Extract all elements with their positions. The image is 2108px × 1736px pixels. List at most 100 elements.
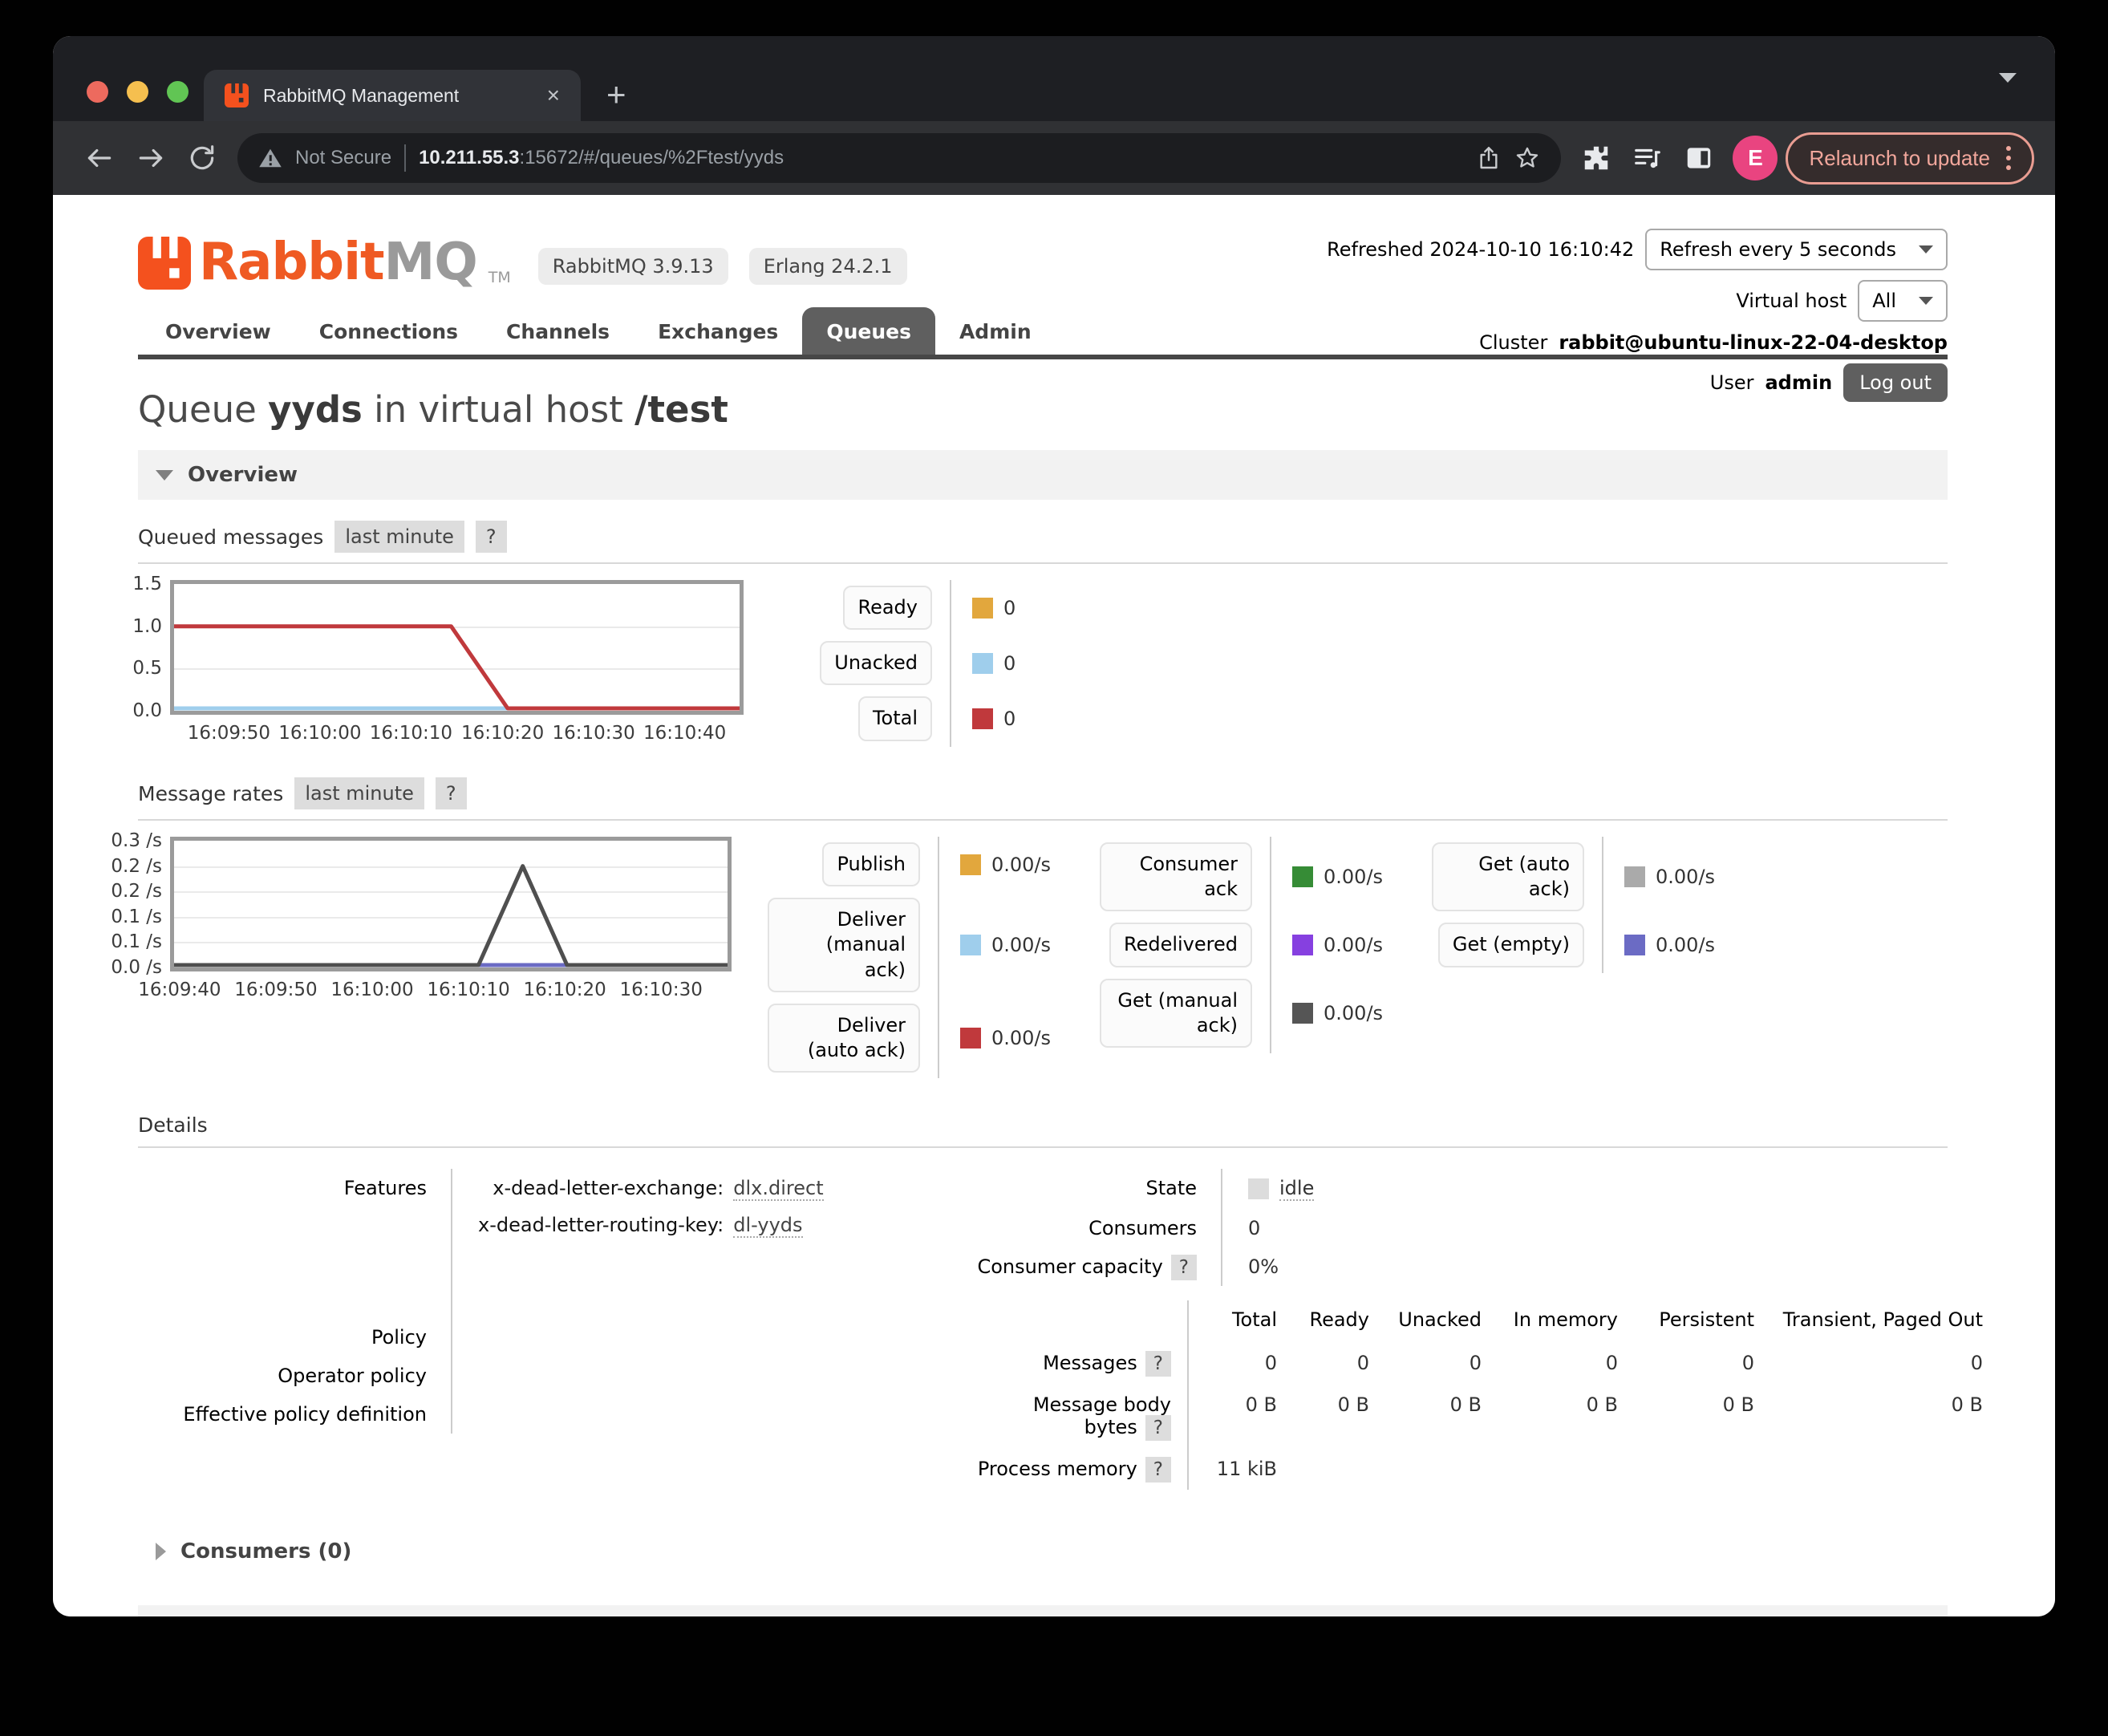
bookmark-star-icon[interactable] [1514, 145, 1540, 171]
back-button[interactable] [79, 137, 120, 179]
reload-button[interactable] [181, 137, 223, 179]
cluster-label: Cluster [1479, 331, 1548, 354]
legend-button-get-auto-ack-[interactable]: Get (auto ack) [1432, 842, 1584, 912]
help-chip[interactable]: ? [1145, 1457, 1171, 1483]
help-chip[interactable]: ? [1145, 1351, 1171, 1377]
legend-row: Unacked 0 [780, 635, 1080, 692]
legend-button-deliver-auto-ack-[interactable]: Deliver (auto ack) [768, 1003, 920, 1073]
media-controls-button[interactable] [1627, 137, 1668, 179]
legend-button-consumer-ack[interactable]: Consumer ack [1100, 842, 1252, 912]
legend-value-text: 0.00/s [1656, 866, 1716, 889]
trademark-label: TM [488, 269, 511, 286]
logout-button[interactable]: Log out [1843, 363, 1948, 402]
refresh-interval-select[interactable]: Refresh every 5 seconds [1645, 229, 1948, 270]
state-swatch [1248, 1178, 1269, 1200]
help-chip[interactable]: ? [1145, 1415, 1171, 1442]
help-chip[interactable]: ? [475, 521, 507, 553]
nav-tab-admin[interactable]: Admin [959, 320, 1032, 343]
nav-tab-connections[interactable]: Connections [318, 320, 459, 343]
legend-value: 0.00/s [1603, 934, 1732, 956]
legend-button-get-manual-ack-[interactable]: Get (manual ack) [1100, 978, 1252, 1048]
row-label-process-memory: Process memory? [948, 1448, 1189, 1491]
relaunch-to-update-button[interactable]: Relaunch to update [1786, 132, 2034, 185]
rabbitmq-favicon-icon [225, 83, 249, 107]
nav-tab-overview[interactable]: Overview [165, 320, 271, 343]
browser-menu-kebab-icon[interactable] [2006, 146, 2011, 170]
nav-tab-exchanges[interactable]: Exchanges [658, 320, 779, 343]
extensions-button[interactable] [1575, 137, 1617, 179]
version-badges: RabbitMQ 3.9.13 Erlang 24.2.1 [537, 248, 907, 285]
legend-divider [1270, 837, 1271, 918]
nav-tab-queues[interactable]: Queues [802, 307, 935, 355]
legend-button-get-empty-[interactable]: Get (empty) [1437, 923, 1584, 967]
y-tick-label: 1.0 [132, 615, 162, 637]
playlist-icon [1635, 148, 1661, 168]
legend-button-ready[interactable]: Ready [843, 586, 932, 631]
chart-plot-area [170, 580, 744, 715]
legend-value-text: 0.00/s [991, 933, 1052, 956]
queue-name: yyds [268, 388, 363, 431]
tab-search-chevron-icon[interactable] [1999, 73, 2017, 83]
nav-tab-channels[interactable]: Channels [506, 320, 610, 343]
consumers-section-header[interactable]: Consumers (0) [138, 1539, 1948, 1564]
messages-cell [1369, 1448, 1482, 1490]
help-chip[interactable]: ? [435, 777, 467, 809]
overview-section-header[interactable]: Overview [138, 450, 1948, 500]
messages-cell: 0 [1741, 1352, 1754, 1375]
minimize-window-button[interactable] [127, 81, 148, 103]
messages-cell: 0 [1264, 1352, 1277, 1375]
chevron-down-icon [1919, 297, 1933, 305]
address-bar[interactable]: Not Secure 10.211.55.3:15672/#/queues/%2… [237, 133, 1562, 183]
help-chip[interactable]: ? [1170, 1255, 1197, 1281]
profile-avatar[interactable]: E [1733, 136, 1778, 180]
chart-range-chip[interactable]: last minute [334, 521, 464, 553]
zoom-window-button[interactable] [167, 81, 189, 103]
legend-value-text: 0.00/s [1656, 933, 1716, 956]
side-panel-button[interactable] [1678, 137, 1720, 179]
reload-icon [190, 145, 214, 170]
y-tick-label: 0.1 /s [111, 931, 162, 953]
legend-value-text: 0 [1003, 651, 1016, 675]
virtual-host-select[interactable]: All [1858, 280, 1948, 322]
column-header-unacked: Unacked [1398, 1308, 1482, 1332]
rabbitmq-logo[interactable]: RabbitMQ TM [138, 237, 511, 290]
browser-tab[interactable]: RabbitMQ Management × [204, 70, 581, 121]
feature-arg-value[interactable]: dl-yyds [733, 1214, 803, 1239]
consumers-label: Consumers [1088, 1217, 1197, 1240]
legend-row: Deliver (manual ack) 0.00/s [768, 892, 1068, 998]
share-icon[interactable] [1476, 145, 1502, 171]
state-value[interactable]: idle [1279, 1177, 1315, 1202]
tab-close-icon[interactable]: × [546, 83, 560, 107]
legend-value-text: 0 [1003, 707, 1016, 730]
avatar-letter: E [1748, 145, 1763, 170]
x-tick-label: 16:09:50 [234, 980, 318, 1000]
messages-cell: 0 [1970, 1352, 1983, 1375]
messages-cell: 0 B [1951, 1393, 1983, 1417]
column-header-transient-paged-out: Transient, Paged Out [1782, 1308, 1983, 1332]
legend-swatch [960, 1027, 981, 1048]
url-path: :15672/#/queues/%2Ftest/yyds [519, 147, 784, 168]
row-label-text: Messages [1043, 1352, 1137, 1375]
brand-header: RabbitMQ TM RabbitMQ 3.9.13 Erlang 24.2.… [138, 195, 1948, 290]
legend-button-total[interactable]: Total [857, 696, 932, 741]
legend-divider [938, 997, 939, 1079]
bindings-section-header[interactable]: Bindings (2) [138, 1605, 1948, 1616]
queued-messages-label: Queued messages [138, 525, 324, 549]
legend-value: 0.00/s [1271, 1002, 1400, 1024]
feature-arg-value[interactable]: dlx.direct [733, 1177, 824, 1202]
effective-policy-label: Effective policy definition [183, 1403, 427, 1426]
forward-button[interactable] [130, 137, 172, 179]
legend-row: Get (auto ack) 0.00/s [1432, 837, 1732, 918]
close-window-button[interactable] [87, 81, 108, 103]
chart-range-chip[interactable]: last minute [294, 777, 424, 809]
legend-value-text: 0.00/s [1324, 866, 1384, 889]
legend-button-unacked[interactable]: Unacked [820, 641, 932, 686]
messages-cell [1277, 1448, 1369, 1490]
legend-button-redelivered[interactable]: Redelivered [1109, 923, 1252, 967]
series-get-manual-ack- [174, 864, 728, 967]
legend-button-publish[interactable]: Publish [822, 842, 920, 887]
legend-button-deliver-manual-ack-[interactable]: Deliver (manual ack) [768, 898, 920, 992]
new-tab-button[interactable]: + [606, 75, 626, 113]
not-secure-warning-icon[interactable] [258, 146, 282, 170]
legend-divider [950, 691, 951, 747]
